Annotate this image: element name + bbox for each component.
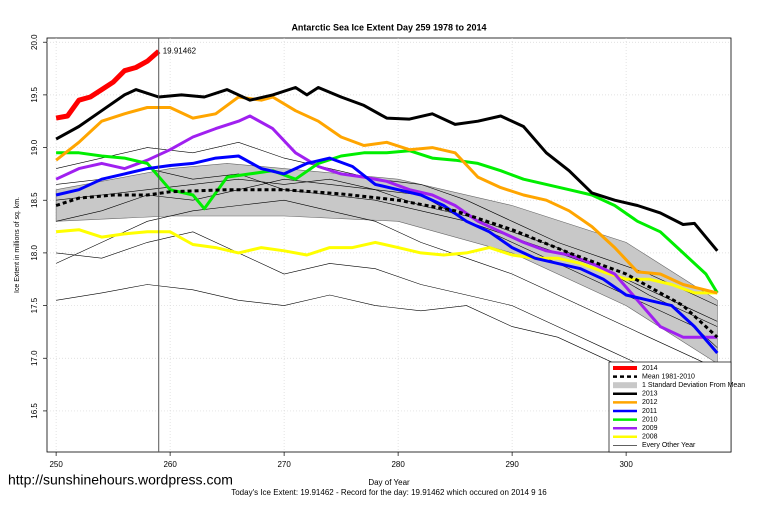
year-line bbox=[55, 199, 718, 370]
series-line bbox=[55, 228, 718, 295]
legend-label: 2009 bbox=[642, 425, 658, 432]
legend-label: 2012 bbox=[642, 399, 658, 406]
footer: Today's Ice Extent: 19.91462 - Record fo… bbox=[231, 488, 547, 497]
legend-label: 2011 bbox=[642, 408, 657, 415]
x-axis-label: Day of Year bbox=[368, 478, 410, 487]
y-tick-label: 19.5 bbox=[30, 87, 39, 103]
x-tick-label: 260 bbox=[163, 460, 177, 469]
url: http://sunshinehours.wordpress.com bbox=[8, 472, 233, 488]
series-line bbox=[55, 114, 718, 339]
series-line bbox=[56, 149, 719, 294]
plot-frame bbox=[46, 37, 732, 453]
legend-label: 2010 bbox=[642, 416, 658, 423]
series-line bbox=[55, 49, 161, 121]
legend-label: Mean 1981-2010 bbox=[642, 373, 695, 380]
x-tick-label: 270 bbox=[277, 460, 291, 469]
series-line bbox=[55, 95, 718, 295]
y-tick-label: 16.5 bbox=[30, 403, 39, 419]
x-tick-label: 280 bbox=[391, 460, 405, 469]
x-tick-label: 290 bbox=[505, 460, 519, 469]
legend-label: 2013 bbox=[642, 391, 658, 398]
y-tick-label: 17.0 bbox=[30, 350, 39, 366]
y-tick-label: 17.5 bbox=[30, 297, 39, 313]
year-line bbox=[56, 231, 718, 385]
y-tick-label: 18.5 bbox=[30, 192, 39, 208]
x-tick-label: 300 bbox=[619, 460, 633, 469]
chart-title: Antarctic Sea Ice Extent Day 259 1978 to… bbox=[291, 22, 486, 32]
value-label: 19.91462 bbox=[163, 46, 197, 55]
legend-label: 1 Standard Deviation From Mean bbox=[642, 382, 745, 389]
legend-label: 2008 bbox=[642, 434, 658, 441]
legend-swatch bbox=[613, 382, 637, 389]
legend-label: Every Other Year bbox=[642, 442, 696, 449]
y-tick-label: 19.0 bbox=[30, 139, 39, 155]
y-axis-label: Ice Extent in millions of sq. km. bbox=[14, 197, 21, 293]
y-tick-label: 18.0 bbox=[30, 245, 39, 261]
series-line bbox=[55, 154, 719, 354]
x-tick-label: 250 bbox=[49, 460, 63, 469]
series-line bbox=[55, 86, 719, 252]
y-tick-label: 20.0 bbox=[30, 34, 39, 50]
year-line bbox=[56, 168, 718, 327]
legend-label: 2014 bbox=[642, 365, 658, 372]
